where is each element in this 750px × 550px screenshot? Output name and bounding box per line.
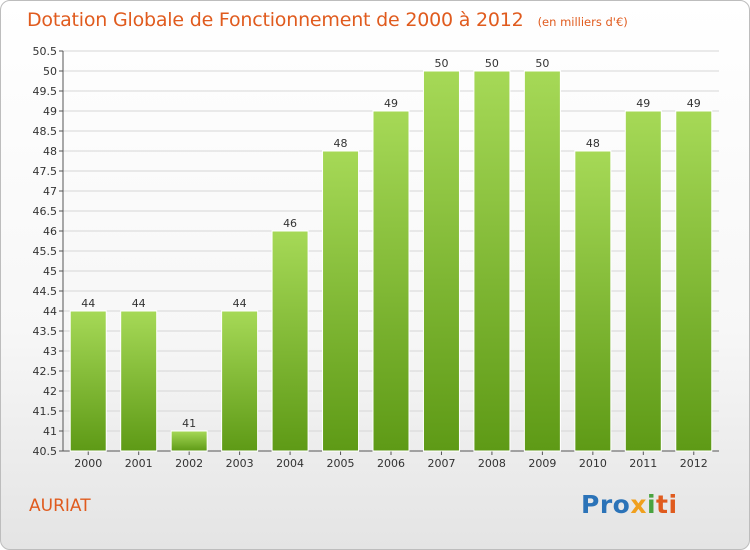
data-label: 49 [384,97,398,110]
data-label: 41 [182,417,196,430]
data-label: 48 [586,137,600,150]
y-tick-label: 45.5 [33,245,58,258]
data-label: 49 [636,97,650,110]
x-tick-label: 2008 [478,457,506,470]
data-label: 44 [132,297,146,310]
data-label: 49 [687,97,701,110]
x-tick-label: 2002 [175,457,203,470]
logo-part-2: x [630,490,647,519]
bar-2001 [120,310,158,452]
bar-2007 [422,70,460,452]
logo-part-3: i [646,490,657,519]
y-tick-label: 49 [43,105,57,118]
y-tick-label: 50 [43,65,57,78]
bars [69,70,713,452]
x-tick-label: 2010 [579,457,607,470]
logo-part-4: ti [656,490,678,519]
logo-part-1: Pro [581,490,631,519]
bar-2010 [574,150,612,452]
labels: 40.5 41 41.5 42 42.5 43 43.5 44 44.5 45 45.5 46 46.5… [33,45,708,470]
y-tick-label: 48.5 [33,125,58,138]
bar-2006 [372,110,410,452]
y-tick-label: 50.5 [33,45,58,58]
x-tick-label: 2007 [427,457,455,470]
x-tick-label: 2001 [125,457,153,470]
y-tick-label: 44.5 [33,285,58,298]
y-tick-label: 46.5 [33,205,58,218]
chart-unit: (en milliers d'€) [537,15,628,29]
y-tick-label: 42 [43,385,57,398]
proxiti-logo[interactable]: Proxiti [581,490,678,519]
y-tick-label: 47 [43,185,57,198]
chart-title: Dotation Globale de Fonctionnement de 20… [27,9,524,31]
x-tick-label: 2009 [528,457,556,470]
data-label: 48 [334,137,348,150]
y-tick-label: 49.5 [33,85,58,98]
x-tick-label: 2011 [629,457,657,470]
x-tick-label: 2003 [226,457,254,470]
y-tick-label: 48 [43,145,57,158]
y-tick-label: 46 [43,225,57,238]
data-label: 50 [434,57,448,70]
y-tick-label: 40.5 [33,445,58,458]
bar-2004 [271,230,309,452]
data-label: 50 [485,57,499,70]
x-tick-label: 2005 [327,457,355,470]
data-label: 44 [233,297,247,310]
x-tick-label: 2000 [74,457,102,470]
commune-name: AURIAT [29,496,91,516]
bar-2011 [624,110,662,452]
x-tick-label: 2004 [276,457,304,470]
bar-2009 [523,70,561,452]
chart-title-block: Dotation Globale de Fonctionnement de 20… [27,9,628,31]
y-tick-label: 44 [43,305,57,318]
data-label: 46 [283,217,297,230]
data-label: 50 [535,57,549,70]
data-label: 44 [81,297,95,310]
y-tick-label: 45 [43,265,57,278]
bar-2000 [69,310,107,452]
y-tick-label: 41 [43,425,57,438]
bar-2003 [221,310,259,452]
y-tick-label: 43 [43,345,57,358]
x-tick-label: 2006 [377,457,405,470]
bar-2008 [473,70,511,452]
y-tick-label: 43.5 [33,325,58,338]
bar-2012 [675,110,713,452]
y-tick-label: 47.5 [33,165,58,178]
x-tick-label: 2012 [680,457,708,470]
y-tick-label: 42.5 [33,365,58,378]
bar-2002 [170,430,208,452]
bar-2005 [322,150,360,452]
y-tick-label: 41.5 [33,405,58,418]
